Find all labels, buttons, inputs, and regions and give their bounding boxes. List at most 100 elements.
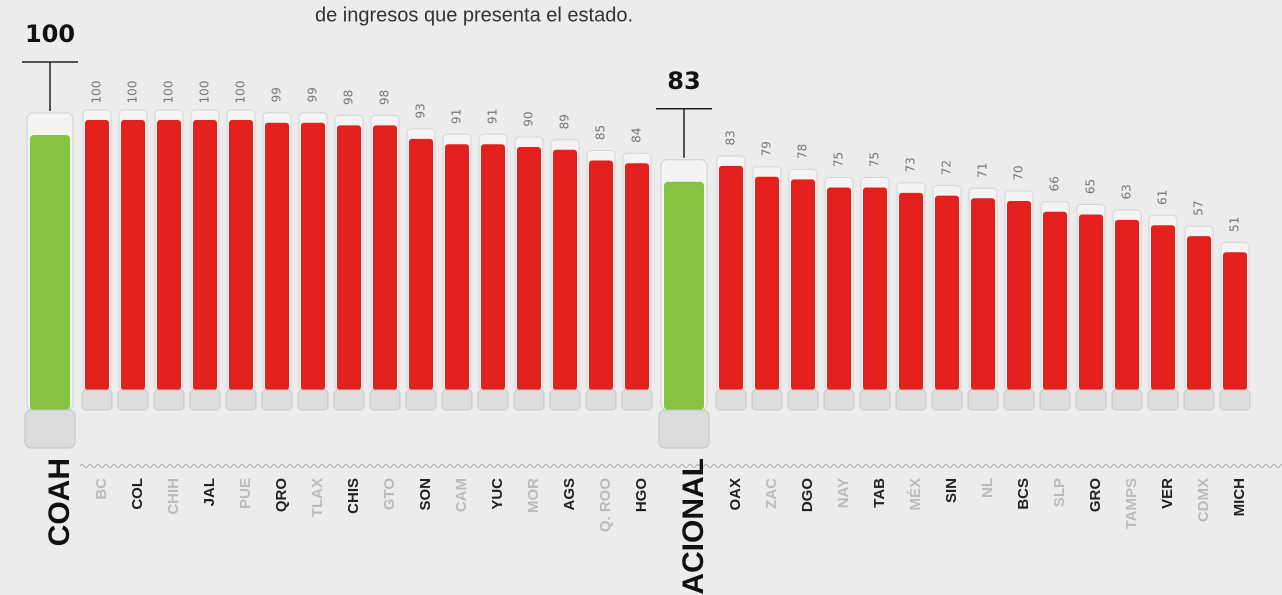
- value-label: 93: [414, 103, 428, 118]
- bar: [589, 161, 613, 391]
- value-label: 90: [522, 111, 536, 126]
- tube-base: [824, 390, 854, 410]
- x-tick-label: ZAC: [763, 478, 780, 509]
- x-tick-label: NL: [979, 478, 996, 498]
- bar: [791, 179, 815, 390]
- value-label: 63: [1120, 184, 1134, 199]
- value-label: 83: [667, 67, 700, 95]
- tube-base: [586, 390, 616, 410]
- x-tick-label: CHIH: [165, 478, 182, 515]
- value-label: 99: [306, 87, 320, 102]
- value-label: 100: [162, 81, 176, 104]
- bar: [1043, 212, 1067, 390]
- x-tick-label: MICH: [1231, 478, 1248, 516]
- value-label: 75: [832, 152, 846, 167]
- value-label: 72: [940, 160, 954, 175]
- bar: [971, 198, 995, 390]
- tube-base: [752, 390, 782, 410]
- bar: [409, 139, 433, 390]
- value-label: 61: [1156, 190, 1170, 205]
- x-tick-label: GTO: [381, 478, 398, 511]
- tube-base: [1076, 390, 1106, 410]
- tube-base: [370, 390, 400, 410]
- value-label: 100: [25, 20, 75, 48]
- x-tick-label: NAY: [835, 478, 852, 508]
- bar: [30, 135, 70, 410]
- value-label: 100: [234, 81, 248, 104]
- bar: [625, 163, 649, 390]
- value-label: 51: [1228, 217, 1242, 232]
- value-label: 91: [486, 109, 500, 124]
- value-label: 85: [594, 125, 608, 140]
- value-label: 78: [796, 144, 810, 159]
- chart: de ingresos que presenta el estado. 100C…: [0, 0, 1282, 595]
- x-tick-label: GRO: [1087, 478, 1104, 513]
- x-tick-label: COAH: [43, 458, 76, 546]
- bar: [265, 123, 289, 390]
- bar: [193, 120, 217, 390]
- tube-base: [334, 390, 364, 410]
- tube-base: [968, 390, 998, 410]
- bar: [719, 166, 743, 390]
- value-label: 91: [450, 109, 464, 124]
- value-label: 57: [1192, 200, 1206, 215]
- tube-base: [659, 410, 709, 448]
- value-label: 98: [378, 90, 392, 105]
- x-tick-label: TLAX: [309, 478, 326, 517]
- x-tick-label: BCS: [1015, 478, 1032, 510]
- tube-base: [406, 390, 436, 410]
- x-tick-label: AGS: [561, 478, 578, 511]
- x-tick-label: CAM: [453, 478, 470, 512]
- x-tick-label: HGO: [633, 478, 650, 513]
- value-label: 70: [1012, 165, 1026, 180]
- bar: [229, 120, 253, 390]
- tube-base: [190, 390, 220, 410]
- value-label: 73: [904, 157, 918, 172]
- bar: [1223, 252, 1247, 390]
- x-tick-label: TAMPS: [1123, 478, 1140, 529]
- bar: [755, 177, 779, 390]
- bar: [337, 125, 361, 390]
- value-label: 100: [198, 81, 212, 104]
- tube-base: [478, 390, 508, 410]
- x-tick-label: QRO: [273, 478, 290, 513]
- bar: [899, 193, 923, 390]
- tube-base: [154, 390, 184, 410]
- value-label: 98: [342, 90, 356, 105]
- bar: [517, 147, 541, 390]
- tube-base: [896, 390, 926, 410]
- x-tick-label: BC: [93, 478, 110, 500]
- x-tick-label: NACIONAL: [677, 458, 710, 595]
- tube-base: [226, 390, 256, 410]
- x-tick-label: TAB: [871, 478, 888, 508]
- bar: [1187, 236, 1211, 390]
- tube-base: [1004, 390, 1034, 410]
- bar: [1007, 201, 1031, 390]
- x-tick-label: CDMX: [1195, 478, 1212, 522]
- x-tick-label: DGO: [799, 478, 816, 513]
- bar: [373, 125, 397, 390]
- x-tick-label: PUE: [237, 478, 254, 509]
- x-tick-label: CHIS: [345, 478, 362, 514]
- x-tick-label: SLP: [1051, 478, 1068, 507]
- tube-base: [622, 390, 652, 410]
- tube-base: [118, 390, 148, 410]
- bar: [1079, 215, 1103, 391]
- bar: [481, 144, 505, 390]
- tube-base: [1112, 390, 1142, 410]
- page: {"chart_data": {"type": "bar", "subtitle…: [0, 0, 1282, 595]
- value-label: 75: [868, 152, 882, 167]
- bar: [664, 182, 704, 410]
- value-label: 99: [270, 87, 284, 102]
- bar: [445, 144, 469, 390]
- bar: [121, 120, 145, 390]
- x-tick-label: MÉX: [907, 478, 924, 511]
- bar: [863, 188, 887, 391]
- x-tick-label: SON: [417, 478, 434, 511]
- value-label: 89: [558, 114, 572, 129]
- bar: [157, 120, 181, 390]
- value-label: 100: [90, 81, 104, 104]
- bar: [301, 123, 325, 390]
- x-tick-label: JAL: [201, 478, 218, 506]
- tube-base: [442, 390, 472, 410]
